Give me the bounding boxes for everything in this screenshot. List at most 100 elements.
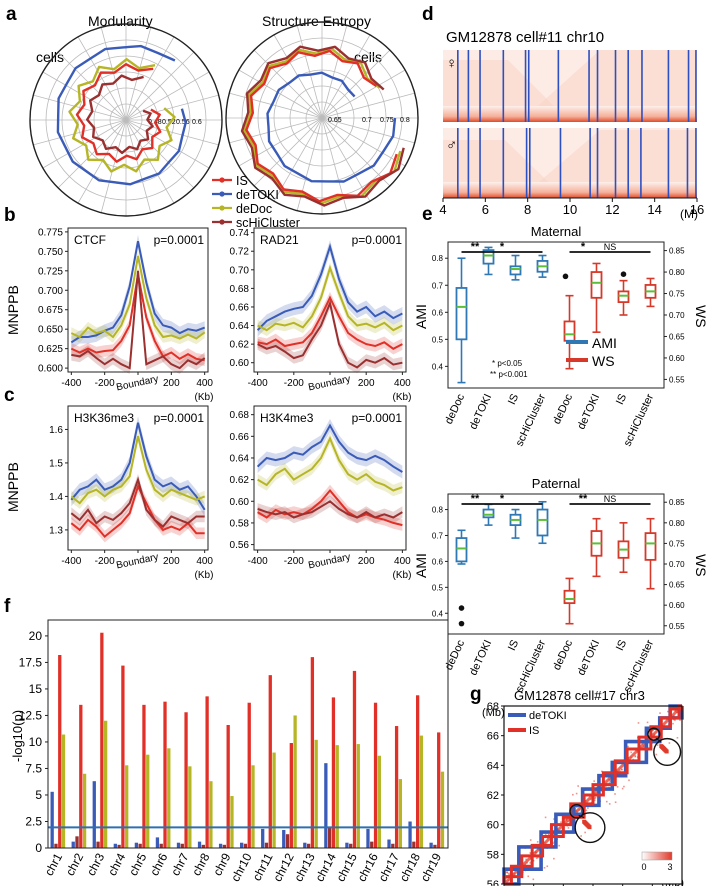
bar-category-label: chr4 [105, 851, 128, 878]
ci-band-deTOKI [71, 416, 205, 517]
ytick-label: 0.60 [230, 497, 250, 508]
contact-point [668, 742, 671, 744]
radar-grid-spoke [229, 92, 323, 119]
contact-point [609, 780, 611, 782]
box-body [536, 508, 549, 537]
ytick-label: 0.58 [230, 518, 250, 529]
xunit-label: (Kb) [393, 570, 412, 581]
ami-axis-label: AMI [413, 553, 429, 578]
lineplot-H3K36me3: 1.3 1.4 1.5 1.6 -400 -200 Boundary 200 400 (Kb) H3… [49, 405, 213, 581]
contact-point [536, 841, 539, 843]
boxplot-title: Paternal [532, 476, 581, 491]
xtick-label: -400 [248, 378, 268, 389]
xtick-label: -400 [61, 556, 81, 567]
bar-IS-chr13 [310, 657, 315, 848]
sig-mark: * [500, 241, 505, 253]
bar-IS-chr17 [394, 726, 399, 848]
bar-IS-chr14 [331, 697, 336, 848]
boxplot-frame [447, 241, 665, 389]
line-scHiCluster [257, 299, 403, 369]
highlight-contacts [664, 749, 669, 754]
contact-point [584, 831, 586, 834]
legend-is: IS [236, 174, 248, 188]
ytick-label: 1.5 [49, 458, 63, 469]
radar-grid-spoke [321, 117, 415, 144]
bar-deDoc-chr18 [419, 735, 424, 848]
bar-ytick-label: 10 [29, 735, 43, 749]
panel-f-barchart: -log10(p)02.557.51012.51517.520chr1chr2c… [10, 619, 449, 884]
bar-ytick-label: 7.5 [25, 761, 42, 775]
bar-category-label: chr3 [84, 851, 107, 878]
plot-pvalue: p=0.0001 [154, 233, 205, 247]
contact-point [529, 839, 532, 841]
contact-point [553, 857, 555, 860]
lineplot-RAD21: 0.60 0.62 0.64 0.66 0.68 0.70 0.72 0.74 -400 -200… [230, 227, 411, 403]
bar-deTOKI-chr12 [282, 829, 286, 848]
bar-deTOKI-chr10 [240, 842, 244, 848]
contact-point [605, 800, 608, 803]
contact-point [593, 780, 595, 782]
line-deTOKI [256, 243, 403, 331]
boxplot-frame [447, 493, 665, 635]
bar-deDoc-chr19 [440, 771, 445, 848]
contact-point [543, 866, 546, 869]
ytick-right-label: 0.55 [669, 622, 685, 631]
line-deDoc [70, 255, 206, 340]
bar-deDoc-chr1 [61, 734, 66, 848]
line-scHiCluster [70, 476, 205, 529]
radar-title-modularity: Modularity [88, 13, 153, 29]
colorbar-min: 0 [641, 862, 646, 872]
bar-deDoc-chr12 [293, 715, 297, 848]
xtick-label: -400 [248, 556, 268, 567]
is-staircase [504, 706, 684, 886]
bar-deTOKI-chr11 [261, 828, 265, 848]
contact-point [656, 744, 659, 746]
ytick-right-label: 0.60 [669, 601, 685, 610]
bar-IS-chr12 [289, 743, 293, 848]
contact-point [544, 833, 547, 836]
contact-point [600, 790, 603, 792]
contact-point [616, 786, 619, 788]
ytick-label: 0.74 [230, 228, 250, 239]
bar-scHiCluster-chr18 [412, 841, 416, 848]
radar-series-dedoc [68, 58, 176, 173]
ytick-left-label: 0.5 [432, 335, 444, 344]
female-symbol: ♀ [446, 55, 457, 72]
box-body [617, 290, 630, 304]
circle-connector [655, 737, 662, 743]
colorbar [641, 851, 673, 861]
bar-IS-chr16 [373, 702, 378, 848]
xtick-label: 400 [394, 556, 411, 567]
radar-ring-label: 0.56 [176, 119, 190, 126]
bar-deDoc-chr9 [230, 796, 234, 848]
bar-deTOKI-chr13 [303, 842, 307, 848]
panel-g-contactmap: GM12878 cell#17 chr3(Mb)(Mb)565658586060… [482, 688, 684, 886]
radar-series-is [75, 62, 162, 163]
radar-ring-label: 0.7 [362, 117, 372, 124]
ytick-label: 0.60 [230, 358, 250, 369]
radar-grid-spoke [229, 117, 323, 144]
contact-point [544, 816, 547, 819]
contact-point [628, 779, 630, 782]
line-deDoc [70, 435, 206, 505]
contact-point [537, 856, 539, 859]
radar-grid-spoke [125, 36, 175, 121]
ytick-label: 0.600 [38, 364, 63, 375]
ytick-label: 0.650 [38, 325, 63, 336]
xtick-label: -200 [95, 556, 115, 567]
ytick-left-label: 0.5 [432, 583, 444, 592]
sig-mark-ns: NS [604, 242, 617, 252]
sig-note: ** p<0.001 [490, 370, 528, 379]
bar-deTOKI-chr2 [71, 841, 75, 848]
radar-grid-spoke [321, 69, 406, 119]
ytick-right-label: 0.65 [669, 332, 685, 341]
ytick-right-label: 0.75 [669, 290, 685, 299]
contact-point [587, 807, 589, 809]
ytick-label: 0.750 [38, 247, 63, 258]
bar-IS-chr2 [79, 704, 83, 848]
radar-grid-spoke [125, 119, 219, 146]
bar-deDoc-chr7 [188, 766, 192, 848]
radar-grid-spoke [253, 117, 323, 187]
contact-point [548, 834, 550, 836]
ytick-label: 0.62 [230, 475, 250, 486]
